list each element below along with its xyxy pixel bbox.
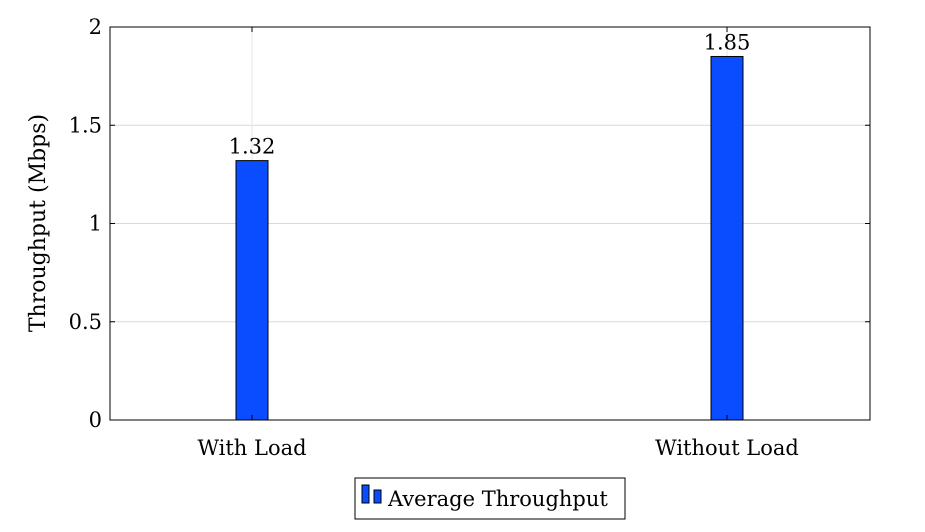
legend-label: Average Throughput bbox=[387, 487, 608, 511]
y-tick-label: 1.5 bbox=[69, 113, 102, 137]
x-tick-label: With Load bbox=[197, 436, 306, 460]
y-tick-label: 1 bbox=[89, 212, 102, 236]
bar-2 bbox=[710, 55, 744, 421]
y-tick-label: 0 bbox=[89, 408, 102, 432]
y-axis-ticks: 0 0.5 1 1.5 2 bbox=[69, 15, 870, 432]
legend-swatch-bar-2 bbox=[373, 489, 382, 504]
bars bbox=[235, 55, 744, 421]
data-labels: 1.32 1.85 bbox=[229, 30, 751, 158]
legend-box bbox=[354, 477, 626, 520]
y-axis-title: Throughput (Mbps) bbox=[26, 114, 51, 332]
y-tick-label: 2 bbox=[89, 15, 102, 39]
grid-lines bbox=[110, 27, 870, 420]
bar-1 bbox=[235, 160, 269, 421]
x-tick-label: Without Load bbox=[655, 436, 799, 460]
data-label-2: 1.85 bbox=[704, 30, 751, 54]
y-tick-label: 0.5 bbox=[69, 310, 102, 334]
x-axis-ticks: With Load Without Load bbox=[197, 27, 799, 460]
legend-swatch-bar-1 bbox=[361, 484, 370, 504]
legend: Average Throughput bbox=[354, 477, 626, 520]
data-label-1: 1.32 bbox=[229, 135, 276, 159]
